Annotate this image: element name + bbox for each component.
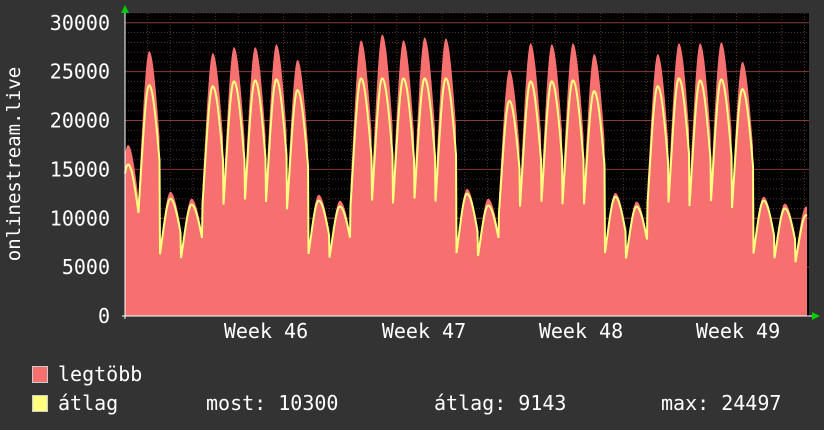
x-axis-arrow [812,312,820,320]
legend-label-atlag: átlag [58,391,119,415]
y-tick-label: 0 [98,304,110,328]
y-tick-label: 25000 [50,60,110,84]
x-tick-label: Week 47 [382,319,466,343]
y-axis-label: onlinestream.live [3,67,25,261]
stat-max: max: 24497 [661,391,782,415]
legend-label-legtobb: legtöbb [58,362,143,386]
stat-atlag: átlag: 9143 [434,391,567,415]
stat-most: most: 10300 [206,391,339,415]
y-tick-label: 20000 [50,109,110,133]
legend-swatch-legtobb [32,366,48,383]
x-tick-label: Week 48 [539,319,623,343]
y-tick-label: 5000 [62,255,110,279]
x-tick-label: Week 49 [696,319,780,343]
y-tick-label: 15000 [50,157,110,181]
y-axis-ticks: 0 5000 10000 15000 20000 25000 30000 [50,11,110,328]
y-tick-label: 30000 [50,11,110,35]
series-legtobb-area [125,34,807,316]
legend-swatch-atlag [32,395,48,412]
x-axis-ticks: Week 46 Week 47 Week 48 Week 49 [224,319,780,343]
x-tick-label: Week 46 [224,319,308,343]
series-atlag-line [124,77,808,263]
y-tick-label: 10000 [50,206,110,230]
y-axis-arrow [121,5,129,13]
